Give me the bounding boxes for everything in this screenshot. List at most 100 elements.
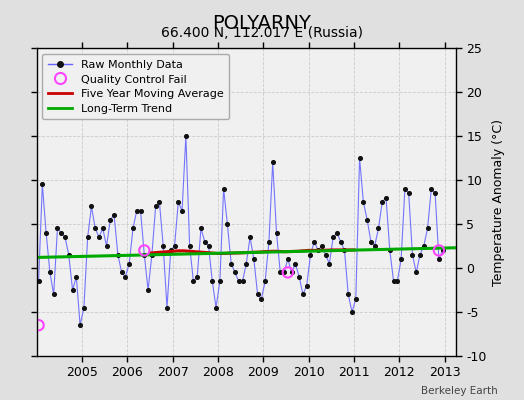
Point: [61, 234, 69, 240]
Point: [261, 278, 269, 284]
Point: [49, 291, 58, 298]
Point: [359, 199, 367, 205]
Point: [367, 238, 375, 245]
Point: [389, 278, 398, 284]
Point: [155, 199, 163, 205]
Text: Berkeley Earth: Berkeley Earth: [421, 386, 498, 396]
Point: [140, 252, 148, 258]
Point: [272, 230, 281, 236]
Point: [106, 216, 115, 223]
Point: [238, 278, 247, 284]
Point: [352, 296, 360, 302]
Point: [114, 252, 122, 258]
Point: [220, 186, 228, 192]
Point: [231, 269, 239, 276]
Point: [302, 282, 311, 289]
Point: [121, 274, 129, 280]
Point: [370, 243, 379, 249]
Point: [72, 274, 81, 280]
Point: [283, 269, 292, 276]
Point: [167, 247, 175, 254]
Point: [386, 247, 394, 254]
Point: [38, 181, 47, 188]
Point: [197, 225, 205, 232]
Point: [249, 256, 258, 262]
Point: [35, 278, 43, 284]
Point: [117, 269, 126, 276]
Point: [204, 243, 213, 249]
Point: [87, 203, 95, 210]
Point: [148, 252, 156, 258]
Point: [163, 304, 171, 311]
Point: [283, 256, 292, 262]
Point: [182, 133, 190, 139]
Point: [189, 278, 198, 284]
Legend: Raw Monthly Data, Quality Control Fail, Five Year Moving Average, Long-Term Tren: Raw Monthly Data, Quality Control Fail, …: [42, 54, 230, 120]
Point: [99, 225, 107, 232]
Text: 66.400 N, 112.017 E (Russia): 66.400 N, 112.017 E (Russia): [161, 26, 363, 40]
Point: [174, 199, 182, 205]
Point: [133, 208, 141, 214]
Point: [178, 208, 186, 214]
Point: [125, 260, 134, 267]
Point: [336, 238, 345, 245]
Text: POLYARNY: POLYARNY: [213, 14, 311, 33]
Point: [405, 190, 413, 196]
Y-axis label: Temperature Anomaly (°C): Temperature Anomaly (°C): [492, 118, 505, 286]
Point: [363, 216, 372, 223]
Point: [170, 243, 179, 249]
Point: [80, 304, 88, 311]
Point: [193, 274, 201, 280]
Point: [280, 269, 288, 276]
Point: [76, 322, 84, 328]
Point: [129, 225, 137, 232]
Point: [401, 186, 409, 192]
Point: [46, 269, 54, 276]
Point: [64, 252, 73, 258]
Point: [257, 296, 266, 302]
Point: [310, 238, 319, 245]
Point: [91, 225, 100, 232]
Point: [318, 243, 326, 249]
Point: [374, 225, 383, 232]
Point: [333, 230, 341, 236]
Point: [159, 243, 167, 249]
Point: [42, 230, 50, 236]
Point: [431, 190, 439, 196]
Point: [136, 208, 145, 214]
Point: [420, 243, 428, 249]
Point: [416, 252, 424, 258]
Point: [348, 309, 356, 315]
Point: [307, 252, 315, 258]
Point: [314, 247, 322, 254]
Point: [235, 278, 243, 284]
Point: [325, 260, 334, 267]
Point: [216, 278, 224, 284]
Point: [35, 322, 43, 328]
Point: [208, 278, 216, 284]
Point: [295, 274, 303, 280]
Point: [268, 159, 277, 166]
Point: [408, 252, 417, 258]
Point: [265, 238, 273, 245]
Point: [329, 234, 337, 240]
Point: [246, 234, 254, 240]
Point: [355, 155, 364, 161]
Point: [254, 291, 262, 298]
Point: [423, 225, 432, 232]
Point: [57, 230, 66, 236]
Point: [276, 269, 285, 276]
Point: [412, 269, 420, 276]
Point: [291, 260, 300, 267]
Point: [185, 243, 194, 249]
Point: [223, 221, 232, 227]
Point: [435, 247, 443, 254]
Point: [340, 247, 348, 254]
Point: [53, 225, 62, 232]
Point: [344, 291, 353, 298]
Point: [435, 256, 443, 262]
Point: [382, 194, 390, 201]
Point: [144, 287, 152, 293]
Point: [83, 234, 92, 240]
Point: [212, 304, 220, 311]
